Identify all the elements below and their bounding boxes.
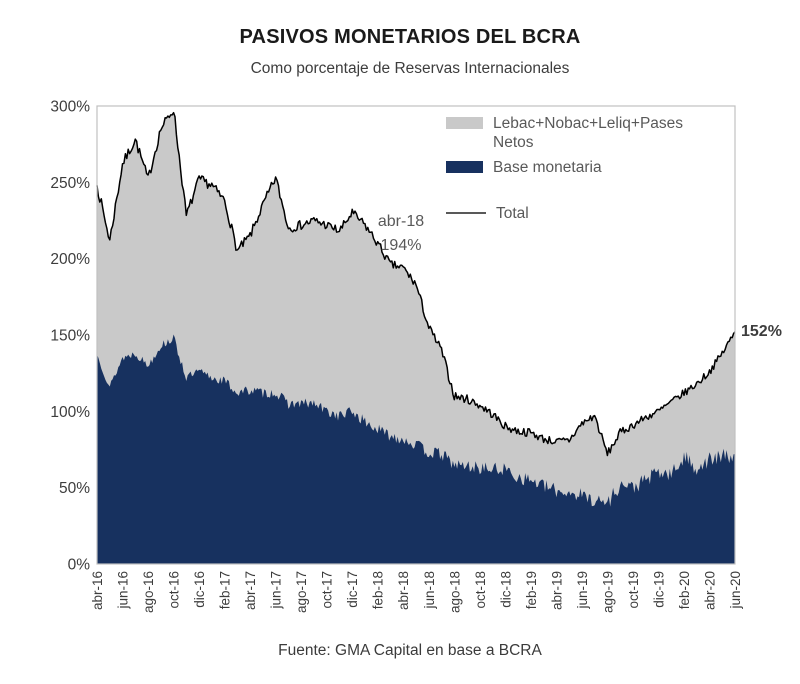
legend-item-total: Total: [446, 204, 712, 223]
lebac-area-swatch: [446, 117, 483, 129]
legend-label-lebac: Lebac+Nobac+Leliq+Pases Netos: [493, 115, 684, 151]
x-tick-label: feb-19: [524, 571, 539, 609]
x-tick-label: abr-18: [396, 571, 411, 610]
chart-subtitle: Como porcentaje de Reservas Internaciona…: [250, 60, 570, 77]
plot-border: [96, 105, 736, 565]
x-tick-label: ago-16: [141, 571, 156, 613]
legend-item-base-monetaria: Base monetaria: [446, 158, 709, 177]
x-tick-label: oct-19: [626, 571, 641, 609]
base-monetaria-area-swatch: [446, 161, 483, 173]
x-tick-label: oct-16: [167, 571, 182, 609]
x-tick-label: ago-19: [600, 571, 615, 613]
y-tick-label: 250%: [50, 175, 90, 192]
x-tick-label: abr-19: [549, 571, 564, 610]
legend-item-lebac: Lebac+Nobac+Leliq+Pases Netos: [446, 114, 709, 152]
y-tick-label: 0%: [68, 557, 91, 574]
y-tick-label: 200%: [50, 251, 90, 268]
y-tick-label: 50%: [59, 480, 90, 497]
x-tick-label: feb-18: [371, 571, 386, 609]
x-tick-label: jun-20: [728, 571, 743, 610]
base-monetaria-area: [97, 334, 735, 564]
x-tick-label: jun-17: [269, 571, 284, 610]
legend-label-total: Total: [496, 205, 529, 222]
x-tick-label: abr-16: [90, 571, 105, 610]
end-value-label: 152%: [741, 323, 782, 340]
x-tick-label: oct-17: [320, 571, 335, 609]
x-tick-label: jun-18: [422, 571, 437, 610]
total-line-swatch: [446, 212, 486, 214]
y-tick-label: 100%: [50, 404, 90, 421]
x-tick-label: abr-20: [702, 571, 717, 610]
x-tick-label: dic-16: [192, 571, 207, 608]
x-tick-label: abr-17: [243, 571, 258, 610]
annotation-abr18: abr-18 194%: [358, 210, 444, 258]
x-tick-label: oct-18: [473, 571, 488, 609]
x-tick-label: jun-19: [575, 571, 590, 610]
x-tick-label: feb-20: [677, 571, 692, 609]
x-tick-label: ago-17: [294, 571, 309, 613]
x-tick-label: ago-18: [447, 571, 462, 613]
source-text: Fuente: GMA Capital en base a BCRA: [278, 642, 542, 659]
x-tick-label: dic-18: [498, 571, 513, 608]
x-tick-label: dic-17: [345, 571, 360, 608]
y-tick-label: 300%: [50, 99, 90, 116]
x-tick-label: dic-19: [651, 571, 666, 608]
chart-title: PASIVOS MONETARIOS DEL BCRA: [239, 26, 581, 48]
x-tick-label: feb-17: [218, 571, 233, 609]
y-tick-label: 150%: [50, 328, 90, 345]
annotation-line1: abr-18: [377, 213, 425, 230]
legend-label-base-monetaria: Base monetaria: [493, 159, 602, 176]
total-line: [96, 111, 736, 457]
x-tick-label: jun-16: [116, 571, 131, 610]
annotation-line2: 194%: [380, 237, 422, 254]
